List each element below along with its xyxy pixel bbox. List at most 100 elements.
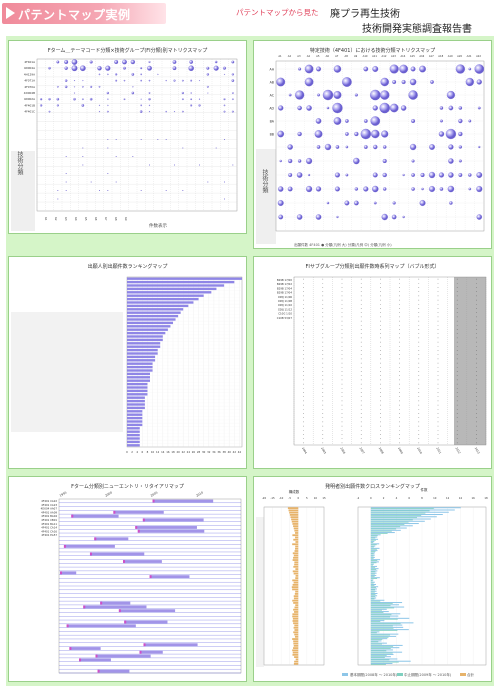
bubble xyxy=(380,278,381,280)
bubble xyxy=(303,392,304,393)
axis-note: 件数表示 xyxy=(149,224,167,229)
bubble xyxy=(297,105,302,111)
bubble xyxy=(418,320,420,322)
bubble xyxy=(341,371,343,372)
bar-right-b xyxy=(370,650,387,652)
year-label: 2008 xyxy=(378,446,385,454)
matrix-map-2: A1 A2 A3 A4 A5 A6 A7 A8 A9 A10 A11 A12 A13 A14 A15 A16 A… xyxy=(256,54,485,244)
bubble xyxy=(198,104,201,107)
bar-left xyxy=(293,642,299,645)
bubble xyxy=(148,111,151,113)
bubble xyxy=(458,159,462,163)
bar-right-b xyxy=(370,584,375,586)
bar xyxy=(127,430,140,433)
bubble xyxy=(476,312,477,314)
tick-label: 16 xyxy=(472,496,476,500)
bar-right-a xyxy=(370,626,404,628)
bubble xyxy=(345,145,349,149)
year-label: 2004 xyxy=(301,446,308,454)
bar-right-b xyxy=(370,587,376,589)
bar-left xyxy=(293,626,299,629)
bubble xyxy=(418,341,420,343)
bar-right-b xyxy=(370,578,378,580)
bar-left xyxy=(294,633,299,636)
tick-label: 18 xyxy=(171,450,175,454)
legend-b: 中止期間(2009年 〜 2010年) xyxy=(404,673,452,677)
bar-right-a xyxy=(370,577,380,579)
bar-left xyxy=(292,615,299,618)
row-label: 4F401 CA22 xyxy=(41,499,57,503)
bubble xyxy=(380,387,381,389)
side-label: 技術分類 xyxy=(261,169,268,193)
bubble xyxy=(360,278,362,280)
bubble xyxy=(437,341,439,343)
bubble xyxy=(421,187,424,191)
bubble xyxy=(341,333,343,335)
row-label: 4D004B xyxy=(24,91,35,95)
bubble xyxy=(437,316,439,318)
bubble xyxy=(106,110,109,113)
bubble xyxy=(448,158,454,164)
bubble xyxy=(56,104,59,107)
bubble xyxy=(476,291,477,293)
bubble xyxy=(476,371,477,372)
bar-right-b xyxy=(370,594,376,595)
bubble xyxy=(64,79,68,82)
bubble xyxy=(456,291,458,293)
bubble xyxy=(48,66,51,70)
bar-left xyxy=(293,527,299,530)
bubble xyxy=(107,190,109,191)
bubble xyxy=(287,186,293,192)
bar-right-b xyxy=(370,544,377,546)
bubble xyxy=(140,190,142,191)
bar-right-a xyxy=(370,527,407,529)
bar xyxy=(127,304,189,308)
bubble xyxy=(148,104,151,107)
bar-right-a xyxy=(370,613,401,615)
bar xyxy=(127,301,194,304)
legend-swatch-c xyxy=(460,673,466,676)
legend-c: 合計 xyxy=(467,673,474,677)
bubble xyxy=(341,308,343,309)
bubble xyxy=(399,362,400,364)
tick-label: 34 xyxy=(212,450,216,454)
bubble xyxy=(303,354,304,356)
entry-mark xyxy=(118,609,121,613)
bubble xyxy=(56,97,60,101)
bar-right-b xyxy=(370,630,398,631)
bar-right-b xyxy=(370,648,391,649)
bar-left xyxy=(293,538,299,541)
bubble xyxy=(380,371,381,372)
bar-left xyxy=(294,550,299,552)
bubble xyxy=(455,64,465,74)
tick-label: 32 xyxy=(207,450,211,454)
bar xyxy=(127,297,199,301)
bubble xyxy=(360,362,362,364)
bar xyxy=(113,510,164,514)
panel-applicant-ranking: 出願人別出願件数ランキングマップ 0 2 4 6 8 10 12 14 16 18 20 22 24 26… xyxy=(8,256,247,469)
bubble xyxy=(392,80,397,84)
bubble xyxy=(213,65,219,71)
bubble xyxy=(380,408,381,410)
bar-left xyxy=(295,547,299,550)
left-axis-title: 構成数 xyxy=(289,489,300,494)
bar-left xyxy=(292,599,299,602)
col-label: A15 xyxy=(410,54,415,58)
bar-right-a xyxy=(370,525,413,527)
bubble xyxy=(65,156,67,157)
bar-left xyxy=(293,644,299,647)
bar-right-b xyxy=(370,526,401,528)
bubble xyxy=(399,324,400,326)
bar-left xyxy=(295,532,299,534)
bar xyxy=(127,379,150,382)
bubble xyxy=(314,130,323,138)
bubble xyxy=(140,79,142,82)
bar-right-a xyxy=(370,649,393,651)
bubble xyxy=(380,404,381,406)
bubble xyxy=(360,287,362,288)
bubble xyxy=(380,287,381,288)
row-label: 4F401 CB01 xyxy=(41,518,57,522)
bubble xyxy=(360,291,362,293)
bubble xyxy=(165,190,167,191)
bubble xyxy=(322,362,324,364)
